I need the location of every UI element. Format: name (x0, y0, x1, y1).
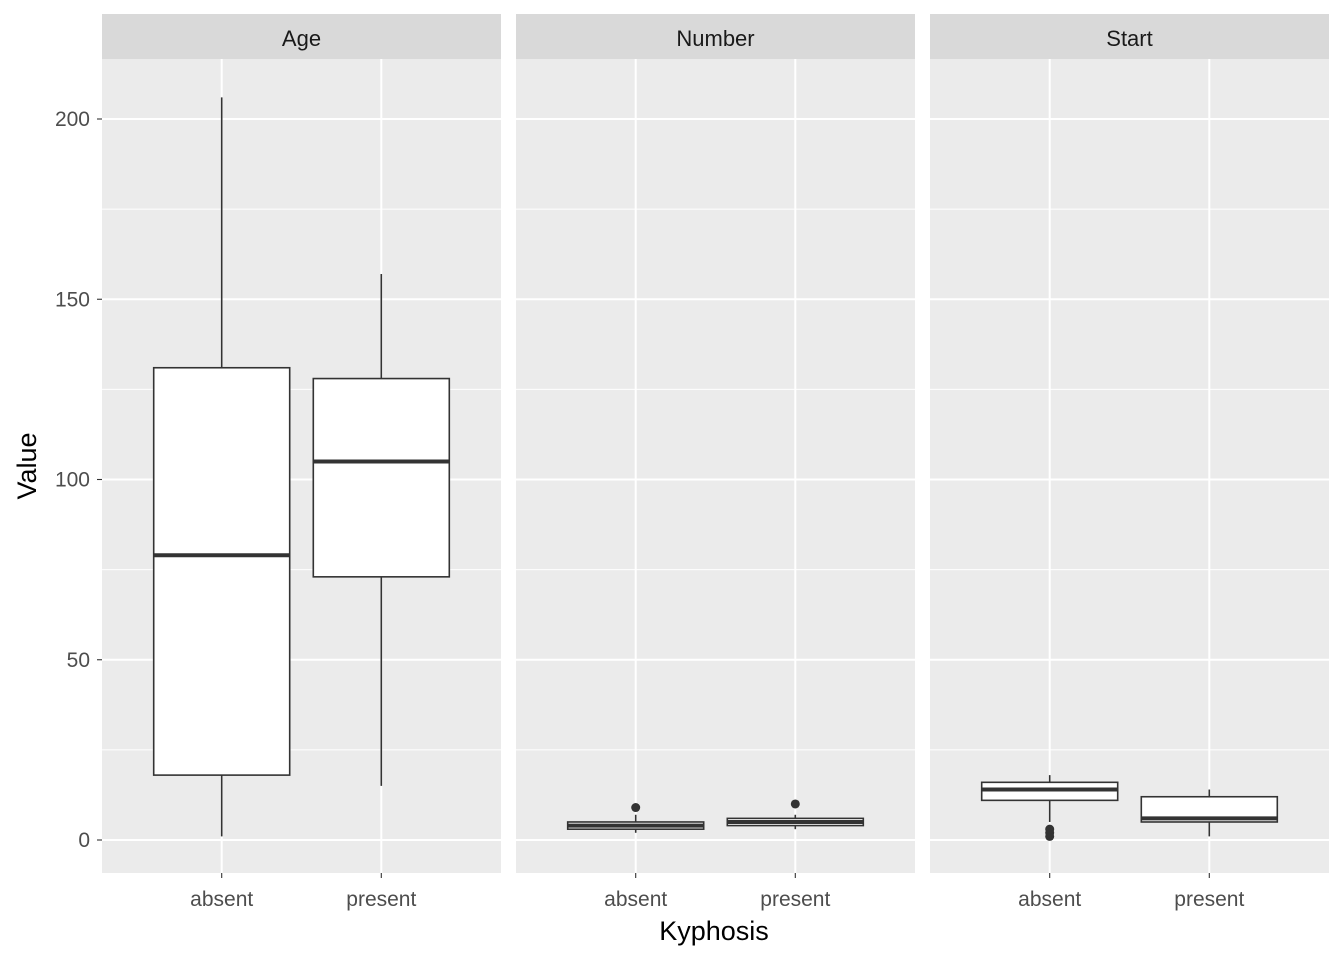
box (152, 366, 291, 776)
facet-strip (102, 14, 501, 59)
x-tick-label: absent (1018, 888, 1081, 911)
boxplot-absent (566, 803, 705, 833)
boxplot-present (1140, 789, 1279, 837)
y-tick-label: 150 (55, 288, 90, 311)
y-axis: 0 50 100 150 200 (55, 108, 102, 852)
x-tick-label: absent (190, 888, 253, 911)
facet-panel-number: Number absent present (516, 14, 915, 911)
outlier-point (790, 799, 800, 809)
x-tick-label: absent (604, 888, 667, 911)
x-tick-label: present (760, 888, 830, 911)
y-tick-label: 200 (55, 108, 90, 131)
facet-strip-label: Start (1106, 26, 1152, 51)
boxplot-present (312, 274, 451, 786)
y-tick-label: 50 (67, 649, 90, 672)
facet-strip-label: Age (282, 26, 321, 51)
outlier-point (631, 803, 641, 813)
boxplot-present (726, 799, 865, 830)
facet-strip (930, 14, 1329, 59)
x-axis-title: Kyphosis (659, 916, 769, 946)
outlier-point (1045, 824, 1055, 834)
facet-panel-age: Age absent present (102, 14, 501, 911)
y-tick-label: 100 (55, 469, 90, 492)
boxplot-absent (980, 775, 1119, 841)
x-tick-label: present (1174, 888, 1244, 911)
panel-background (930, 59, 1329, 873)
panel-background (516, 59, 915, 873)
box (312, 377, 451, 578)
facet-strip (516, 14, 915, 59)
y-axis-title: Value (12, 432, 42, 499)
x-tick-label: present (346, 888, 416, 911)
y-tick-label: 0 (78, 829, 90, 852)
facet-strip-label: Number (676, 26, 754, 51)
boxplot-absent (152, 97, 291, 837)
facet-panel-start: Start absent present (930, 14, 1329, 911)
